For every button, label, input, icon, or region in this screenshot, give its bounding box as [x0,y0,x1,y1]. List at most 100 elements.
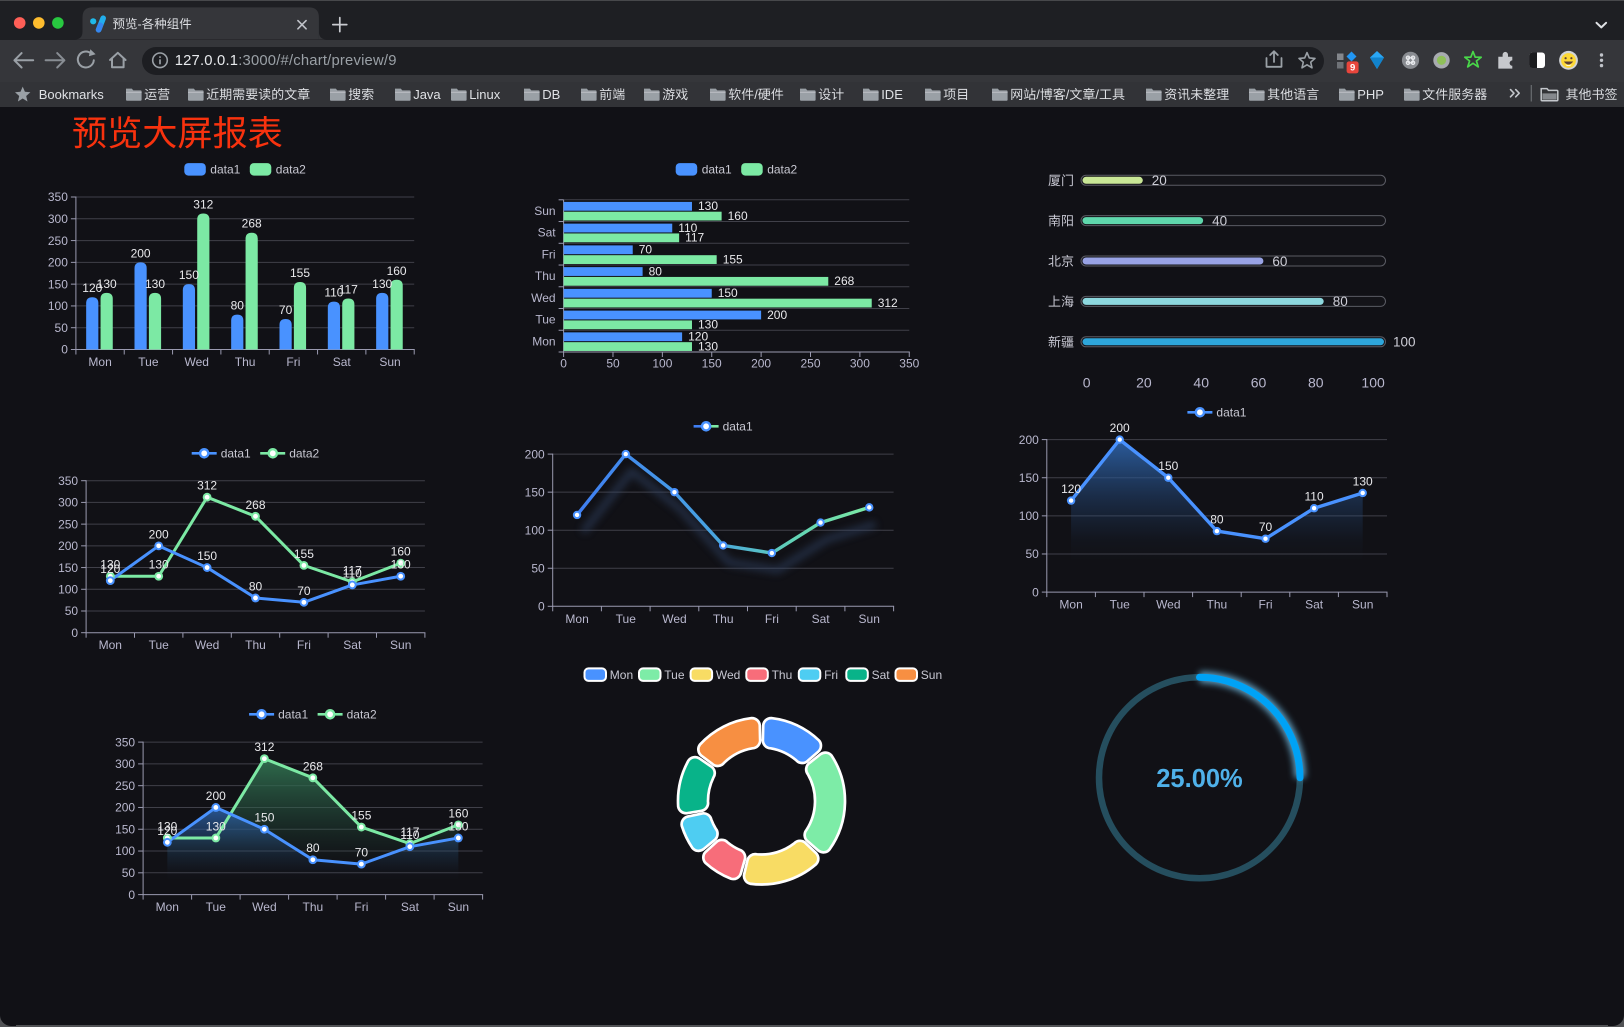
svg-text:Tue: Tue [149,638,170,652]
svg-text:Fri: Fri [297,638,311,652]
svg-text:DB: DB [542,87,560,102]
svg-text:Tue: Tue [206,900,227,914]
svg-text:Tue: Tue [664,668,685,682]
svg-text:Sun: Sun [859,612,880,626]
svg-text:200: 200 [751,357,771,371]
svg-text:160: 160 [448,806,468,820]
svg-text:data2: data2 [289,447,319,461]
svg-text:Fri: Fri [1259,598,1273,612]
svg-text:155: 155 [290,266,310,280]
svg-text:100: 100 [525,523,545,537]
svg-text:268: 268 [245,498,265,512]
svg-text:350: 350 [58,474,78,488]
svg-text:150: 150 [718,286,738,300]
svg-text:data2: data2 [347,708,377,722]
svg-text:130: 130 [698,199,718,213]
svg-text:Mon: Mon [565,612,588,626]
svg-text:150: 150 [179,268,199,282]
svg-text:200: 200 [58,539,78,553]
svg-text:80: 80 [231,299,245,313]
svg-text:150: 150 [58,561,78,575]
svg-text:155: 155 [351,809,371,823]
svg-text:268: 268 [303,759,323,773]
svg-text:Sun: Sun [921,668,942,682]
svg-text:200: 200 [1110,421,1130,435]
svg-text:268: 268 [242,217,262,231]
svg-text:130: 130 [391,558,411,572]
svg-text:350: 350 [48,190,68,204]
svg-text:150: 150 [254,811,274,825]
svg-text:Thu: Thu [1207,598,1228,612]
svg-text:80: 80 [1210,513,1224,527]
svg-text:350: 350 [115,735,135,749]
svg-text:Mon: Mon [156,900,179,914]
svg-text:110: 110 [678,221,697,235]
svg-text:Sat: Sat [401,900,420,914]
svg-text:70: 70 [279,303,293,317]
svg-text:Bookmarks: Bookmarks [39,87,105,102]
svg-text:70: 70 [1259,520,1273,534]
svg-text:Wed: Wed [184,355,208,369]
svg-text:Thu: Thu [235,355,256,369]
svg-text:200: 200 [1019,433,1039,447]
svg-text:/: / [1036,87,1040,102]
svg-text:data1: data1 [221,447,251,461]
svg-text:/: / [1095,87,1099,102]
svg-text:Java: Java [413,87,441,102]
svg-text:117: 117 [343,563,362,577]
svg-text:350: 350 [899,357,919,371]
svg-text:130: 130 [145,277,165,291]
svg-text:Fri: Fri [765,612,779,626]
svg-text:80: 80 [306,841,320,855]
svg-text:150: 150 [115,822,135,836]
svg-text:100: 100 [652,357,672,371]
svg-text:0: 0 [1032,585,1039,599]
svg-text:150: 150 [48,277,68,291]
svg-text:70: 70 [355,846,369,860]
svg-text:130: 130 [100,558,120,572]
svg-text:130: 130 [206,820,226,834]
svg-text:40: 40 [1212,213,1227,228]
svg-text:117: 117 [685,231,704,245]
svg-text:data2: data2 [767,163,797,177]
svg-text:117: 117 [400,825,419,839]
svg-text:Fri: Fri [286,355,300,369]
svg-text:50: 50 [1025,547,1039,561]
svg-text:9: 9 [1350,63,1355,74]
svg-text:80: 80 [1333,294,1348,309]
svg-text:200: 200 [131,246,151,260]
svg-text:120: 120 [688,330,708,344]
svg-text:268: 268 [834,274,854,288]
svg-text:50: 50 [606,357,620,371]
svg-text:20: 20 [1152,173,1167,188]
svg-text:130: 130 [372,277,392,291]
svg-text:130: 130 [1353,475,1373,489]
svg-text:data1: data1 [210,163,240,177]
svg-text:80: 80 [249,580,263,594]
svg-text:130: 130 [448,820,468,834]
svg-text:Thu: Thu [245,638,266,652]
svg-text:150: 150 [197,549,217,563]
svg-text:150: 150 [702,357,722,371]
svg-text:300: 300 [115,757,135,771]
svg-text:200: 200 [525,447,545,461]
svg-text:Wed: Wed [716,668,740,682]
svg-text:150: 150 [1158,459,1178,473]
svg-text:120: 120 [1061,482,1081,496]
svg-text:Sun: Sun [390,638,411,652]
svg-text:200: 200 [767,308,787,322]
svg-text:Sat: Sat [343,638,362,652]
svg-text:Tue: Tue [535,313,556,327]
svg-text:Sat: Sat [872,668,891,682]
svg-text:250: 250 [58,517,78,531]
svg-text:312: 312 [878,296,898,310]
svg-text:300: 300 [58,496,78,510]
svg-text:100: 100 [1361,375,1385,391]
svg-text:Tue: Tue [138,355,159,369]
svg-text:Tue: Tue [1110,598,1131,612]
svg-text:160: 160 [391,545,411,559]
svg-text:PHP: PHP [1357,87,1384,102]
svg-text:Mon: Mon [99,638,122,652]
svg-text:Wed: Wed [252,900,276,914]
svg-text:120: 120 [100,562,120,576]
